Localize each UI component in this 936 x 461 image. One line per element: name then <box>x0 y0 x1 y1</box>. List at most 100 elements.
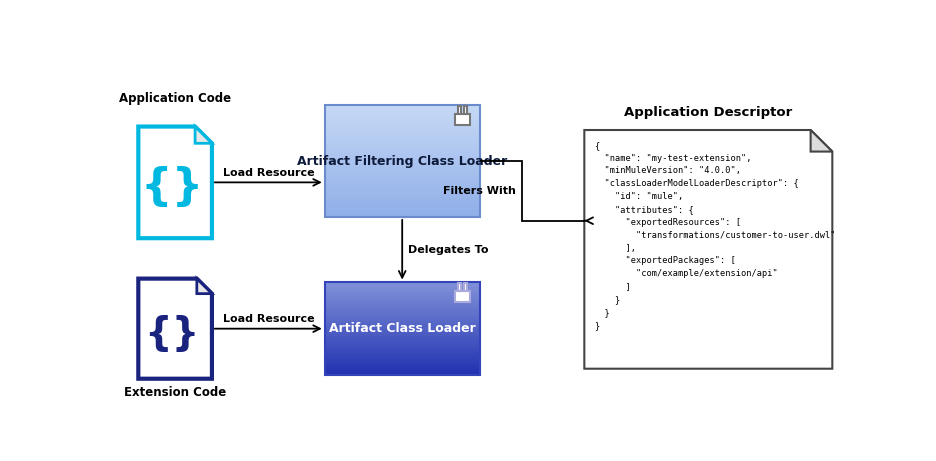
Bar <box>325 130 480 131</box>
Bar <box>325 202 480 204</box>
Bar <box>325 312 480 313</box>
Bar <box>325 115 480 117</box>
Bar <box>325 309 480 310</box>
Bar <box>325 296 480 298</box>
Bar <box>325 304 480 306</box>
Bar <box>325 152 480 154</box>
Bar <box>325 131 480 133</box>
Polygon shape <box>811 130 832 152</box>
Bar <box>325 106 480 107</box>
Text: Application Code: Application Code <box>119 92 231 105</box>
Bar <box>325 174 480 176</box>
Bar <box>325 319 480 321</box>
Bar <box>325 347 480 349</box>
Bar <box>325 299 480 301</box>
Bar <box>325 171 480 172</box>
Bar <box>325 301 480 302</box>
Bar <box>325 150 480 152</box>
Bar <box>325 339 480 341</box>
Bar <box>325 285 480 287</box>
Bar <box>325 118 480 120</box>
Bar <box>325 195 480 196</box>
Text: Extension Code: Extension Code <box>124 386 227 399</box>
Bar <box>325 113 480 115</box>
Bar <box>325 325 480 327</box>
Bar <box>455 114 470 125</box>
Bar <box>325 364 480 366</box>
Bar <box>325 117 480 118</box>
Bar <box>325 148 480 150</box>
Bar <box>464 106 467 114</box>
Bar <box>325 283 480 375</box>
Bar <box>325 178 480 180</box>
Bar <box>459 283 461 291</box>
Bar <box>325 335 480 337</box>
Bar <box>325 321 480 323</box>
Bar <box>325 287 480 289</box>
Bar <box>325 356 480 358</box>
Bar <box>325 338 480 339</box>
Text: Artifact Class Loader: Artifact Class Loader <box>329 322 475 335</box>
Text: Application Descriptor: Application Descriptor <box>624 106 793 119</box>
Bar <box>325 124 480 126</box>
Bar <box>325 128 480 130</box>
Bar <box>325 191 480 193</box>
Text: {
  "name": "my-test-extension",
  "minMuleVersion": "4.0.0",
  "classLoaderMode: { "name": "my-test-extension", "minMuleV… <box>593 141 835 330</box>
Bar <box>325 176 480 178</box>
Bar <box>325 318 480 319</box>
Polygon shape <box>139 278 212 379</box>
Text: Filters With: Filters With <box>444 186 516 196</box>
Bar <box>325 185 480 187</box>
Bar <box>325 302 480 304</box>
Bar <box>325 369 480 370</box>
Bar <box>325 316 480 318</box>
Text: {}: {} <box>140 166 204 209</box>
Bar <box>325 161 480 163</box>
Bar <box>325 307 480 309</box>
Bar <box>325 292 480 293</box>
Bar <box>325 323 480 324</box>
Bar <box>325 313 480 315</box>
Bar <box>325 158 480 160</box>
Text: Load Resource: Load Resource <box>223 168 314 178</box>
Polygon shape <box>584 130 832 369</box>
Bar <box>325 370 480 372</box>
Text: Artifact Filtering Class Loader: Artifact Filtering Class Loader <box>297 155 507 168</box>
Bar <box>325 315 480 316</box>
Bar <box>325 193 480 195</box>
Bar <box>325 126 480 128</box>
Bar <box>325 330 480 332</box>
Bar <box>325 154 480 156</box>
Bar <box>325 289 480 290</box>
Polygon shape <box>139 127 212 238</box>
Bar <box>325 172 480 174</box>
Bar <box>325 187 480 189</box>
Bar <box>325 133 480 135</box>
Polygon shape <box>195 127 212 143</box>
Bar <box>325 198 480 200</box>
Bar <box>325 372 480 373</box>
Bar <box>325 163 480 165</box>
Bar <box>325 344 480 346</box>
Bar <box>459 106 461 114</box>
Polygon shape <box>197 278 212 294</box>
Bar <box>325 352 480 353</box>
Bar <box>325 210 480 212</box>
Bar <box>325 332 480 333</box>
Bar <box>325 215 480 217</box>
Bar <box>325 343 480 344</box>
Bar <box>325 353 480 355</box>
Bar <box>455 291 470 302</box>
Bar <box>325 120 480 122</box>
Bar <box>325 337 480 338</box>
Bar <box>325 106 480 217</box>
Bar <box>325 373 480 375</box>
Bar <box>325 361 480 362</box>
Bar <box>325 329 480 330</box>
Bar <box>325 206 480 208</box>
Bar <box>325 196 480 198</box>
Bar <box>325 182 480 183</box>
Bar <box>325 137 480 139</box>
Bar <box>325 306 480 307</box>
Bar <box>325 350 480 352</box>
